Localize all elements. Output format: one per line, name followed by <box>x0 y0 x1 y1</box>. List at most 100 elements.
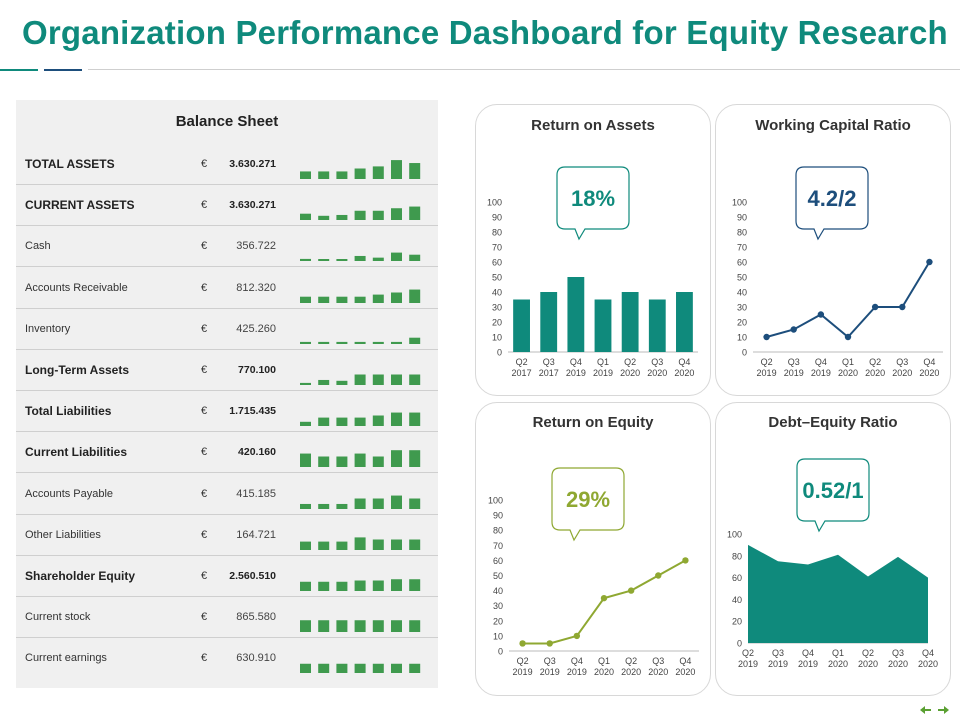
wcr-chart: 0102030405060708090100Q22019Q32019Q42019… <box>732 166 943 378</box>
y-tick-label: 50 <box>493 571 503 581</box>
sparkline-bar <box>409 664 421 674</box>
x-tick-label-quarter: Q4 <box>571 656 583 666</box>
sparkline-bar <box>372 456 384 468</box>
x-tick-label-quarter: Q1 <box>832 648 844 658</box>
x-tick-label-quarter: Q4 <box>815 357 827 367</box>
sparkline-bar <box>391 341 402 344</box>
y-tick-label: 40 <box>493 586 503 596</box>
x-tick-label-quarter: Q4 <box>570 357 582 367</box>
header-rule-line <box>88 69 960 70</box>
x-tick-label-year: 2020 <box>621 667 641 677</box>
currency-symbol: € <box>201 528 208 541</box>
sparkline-bar <box>354 374 366 385</box>
sparkline-bar <box>372 664 384 674</box>
sparkline-bar <box>372 539 384 550</box>
sparkline-bar <box>391 374 402 385</box>
row-value: 630.910 <box>236 652 276 665</box>
sparkline-bar <box>300 620 311 633</box>
row-divider <box>16 513 438 515</box>
sparkline-bar <box>409 163 421 179</box>
sparkline <box>300 289 421 303</box>
y-tick-label: 100 <box>732 198 747 208</box>
arrow-left-icon[interactable] <box>920 705 932 715</box>
sparkline-bar <box>336 581 348 591</box>
roe-card: Return on Equity 0 10 20 30 40 50 60 70 80 90 100 Q… <box>475 402 711 696</box>
y-tick-label: 90 <box>493 511 503 521</box>
kpi-callout-bubble <box>796 458 870 533</box>
sparkline-bar <box>318 171 330 179</box>
bar <box>540 292 558 352</box>
row-label: Other Liabilities <box>25 528 101 541</box>
sparkline-bar <box>354 256 366 262</box>
row-divider <box>16 637 438 639</box>
sparkline-bar <box>336 215 348 221</box>
sparkline-bar <box>409 374 421 385</box>
bar <box>513 299 530 352</box>
currency-symbol: € <box>201 364 208 376</box>
arrow-right-icon[interactable] <box>938 705 950 715</box>
x-tick-label-year: 2020 <box>674 368 694 378</box>
data-point <box>682 557 689 564</box>
balance-sheet-row: Cash €356.722 <box>16 226 438 266</box>
sparkline-bar <box>300 341 311 344</box>
y-tick-label: 10 <box>737 333 747 343</box>
data-point <box>844 333 852 341</box>
row-value: 770.100 <box>238 364 276 376</box>
row-label: Cash <box>25 240 51 253</box>
sparkline-bar <box>354 168 366 179</box>
x-tick-label-quarter: Q3 <box>543 357 555 367</box>
sparkline-bar <box>300 382 311 385</box>
sparkline-bar <box>354 580 366 591</box>
balance-sheet-panel <box>16 100 438 688</box>
row-label: Long-Term Assets <box>25 363 130 377</box>
sparkline-bar <box>372 415 384 427</box>
sparkline-bar <box>391 539 402 550</box>
y-tick-label: 0 <box>737 639 742 649</box>
y-tick-label: 30 <box>737 303 747 313</box>
y-tick-label: 100 <box>727 530 742 540</box>
x-tick-label-year: 2019 <box>593 368 613 378</box>
sparkline-bar <box>391 579 402 591</box>
row-value: 812.320 <box>236 281 276 294</box>
sparkline-bar <box>300 503 311 509</box>
currency-symbol: € <box>201 611 208 624</box>
y-tick-label: 60 <box>737 258 747 268</box>
row-label: TOTAL ASSETS <box>25 157 115 171</box>
sparkline-bar <box>391 450 402 468</box>
row-divider <box>16 554 438 556</box>
sparkline-bar <box>300 453 311 468</box>
x-tick-label-quarter: Q3 <box>544 656 556 666</box>
sparkline-bar <box>336 456 348 468</box>
bar <box>567 277 585 352</box>
y-tick-label: 80 <box>732 551 742 561</box>
x-tick-label-quarter: Q2 <box>761 357 773 367</box>
kpi-callout-bubble <box>551 467 625 542</box>
balance-sheet-row: CURRENT ASSETS €3.630.271 <box>16 185 438 225</box>
balance-sheet-row: Inventory €425.260 <box>16 309 438 349</box>
y-tick-label: 70 <box>493 541 503 551</box>
x-tick-label-quarter: Q3 <box>788 357 800 367</box>
balance-sheet-row: Accounts Receivable €812.320 <box>16 268 438 308</box>
row-label: Accounts Payable <box>25 487 114 500</box>
sparkline-bar <box>336 417 348 427</box>
x-tick-label-quarter: Q1 <box>842 357 854 367</box>
sparkline-bar <box>409 498 421 509</box>
row-label: Total Liabilities <box>25 404 112 419</box>
x-tick-label-year: 2020 <box>838 368 858 378</box>
x-tick-label-year: 2019 <box>784 368 804 378</box>
sparkline-bar <box>409 539 421 550</box>
balance-sheet-row: Current stock €865.580 <box>16 597 438 637</box>
currency-symbol: € <box>201 570 208 582</box>
x-tick-label-quarter: Q2 <box>624 357 636 367</box>
x-tick-label-year: 2020 <box>858 659 878 669</box>
sparkline-bar <box>391 664 402 674</box>
y-tick-label: 60 <box>732 573 742 583</box>
data-point <box>817 311 825 318</box>
x-tick-label-year: 2020 <box>828 659 848 669</box>
row-value: 1.715.435 <box>229 405 276 418</box>
x-tick-label-quarter: Q3 <box>772 648 784 658</box>
sparkline-bar <box>300 171 311 179</box>
sparkline-bar <box>372 210 384 221</box>
x-tick-label-year: 2020 <box>892 368 912 378</box>
roa-chart: 0102030405060708090100Q22017Q32017Q42019… <box>487 166 698 378</box>
